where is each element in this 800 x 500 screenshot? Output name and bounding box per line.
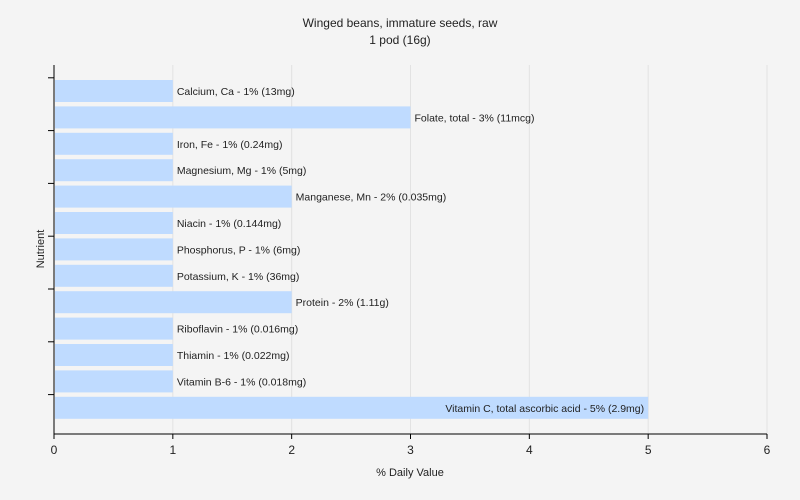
x-tick-label: 3 — [407, 443, 414, 457]
chart-title: Winged beans, immature seeds, raw — [303, 16, 498, 30]
x-tick-label: 5 — [645, 443, 652, 457]
bar — [55, 396, 649, 419]
bar — [55, 106, 411, 129]
x-tick-label: 0 — [51, 443, 58, 457]
bar — [55, 344, 173, 366]
bar-value-label: Potassium, K - 1% (36mg) — [177, 271, 300, 283]
x-tick-label: 1 — [169, 443, 176, 457]
bar — [55, 238, 173, 261]
x-tick-label: 2 — [288, 443, 295, 457]
bar-value-label: Manganese, Mn - 2% (0.035mg) — [296, 192, 447, 204]
bar-value-label: Calcium, Ca - 1% (13mg) — [177, 86, 295, 98]
chart-subtitle: 1 pod (16g) — [369, 33, 430, 47]
bar-value-label: Niacin - 1% (0.144mg) — [177, 218, 281, 230]
x-tick-label: 6 — [764, 443, 771, 457]
x-axis-label: % Daily Value — [376, 467, 444, 479]
bar — [55, 80, 173, 102]
bar-value-label: Phosphorus, P - 1% (6mg) — [177, 244, 301, 256]
bar — [55, 291, 292, 314]
axis-layer: 0 1 2 3 4 5 6 — [48, 65, 771, 457]
bar — [55, 159, 173, 182]
bar-value-label: Iron, Fe - 1% (0.24mg) — [177, 139, 283, 151]
bar-value-label: Riboflavin - 1% (0.016mg) — [177, 324, 298, 336]
bar-value-label: Thiamin - 1% (0.022mg) — [177, 350, 290, 362]
bar — [55, 370, 173, 393]
bar-value-label: Vitamin B-6 - 1% (0.018mg) — [177, 376, 306, 388]
bar — [55, 264, 173, 287]
bar-value-label: Folate, total - 3% (11mcg) — [415, 112, 535, 124]
bar — [55, 317, 173, 340]
bar-value-label: Protein - 2% (1.11g) — [296, 297, 389, 309]
x-tick-label: 4 — [526, 443, 533, 457]
bar-value-label: Magnesium, Mg - 1% (5mg) — [177, 165, 307, 177]
bar — [55, 212, 173, 234]
bar-value-label: Vitamin C, total ascorbic acid - 5% (2.9… — [445, 403, 644, 415]
bar-layer: Calcium, Ca - 1% (13mg) Folate, total - 3… — [55, 80, 649, 419]
bar — [55, 185, 292, 208]
bar — [55, 132, 173, 155]
y-axis-label: Nutrient — [35, 230, 47, 269]
